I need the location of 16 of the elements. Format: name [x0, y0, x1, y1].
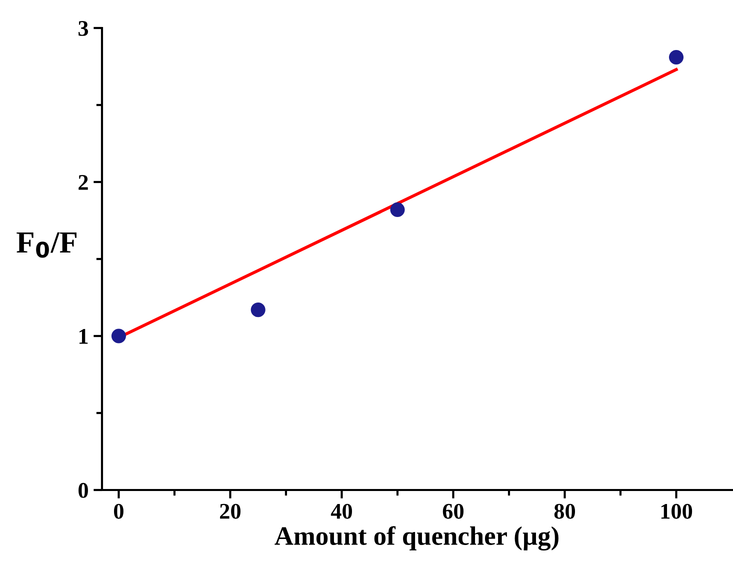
y-tick-label: 3: [78, 20, 88, 36]
x-tick-label: 60: [442, 504, 464, 519]
point: [668, 50, 684, 65]
point: [250, 302, 266, 318]
x-tick-label: 0: [114, 504, 124, 519]
y-tick-label: 1: [79, 329, 88, 344]
point: [390, 202, 405, 218]
y-tick-label: 0: [78, 482, 88, 498]
x-tick-label: 80: [554, 504, 576, 519]
x-tick-label: 40: [330, 504, 352, 519]
y-tick-label: 2: [78, 174, 88, 190]
x-tick-label: 20: [220, 504, 240, 519]
x-axis-title: Amount of quencher (µg): [274, 526, 558, 551]
y-axis-title: F$_{0}$/F: [16, 232, 76, 258]
point: [111, 328, 126, 344]
x-tick-label: 100: [661, 504, 692, 519]
